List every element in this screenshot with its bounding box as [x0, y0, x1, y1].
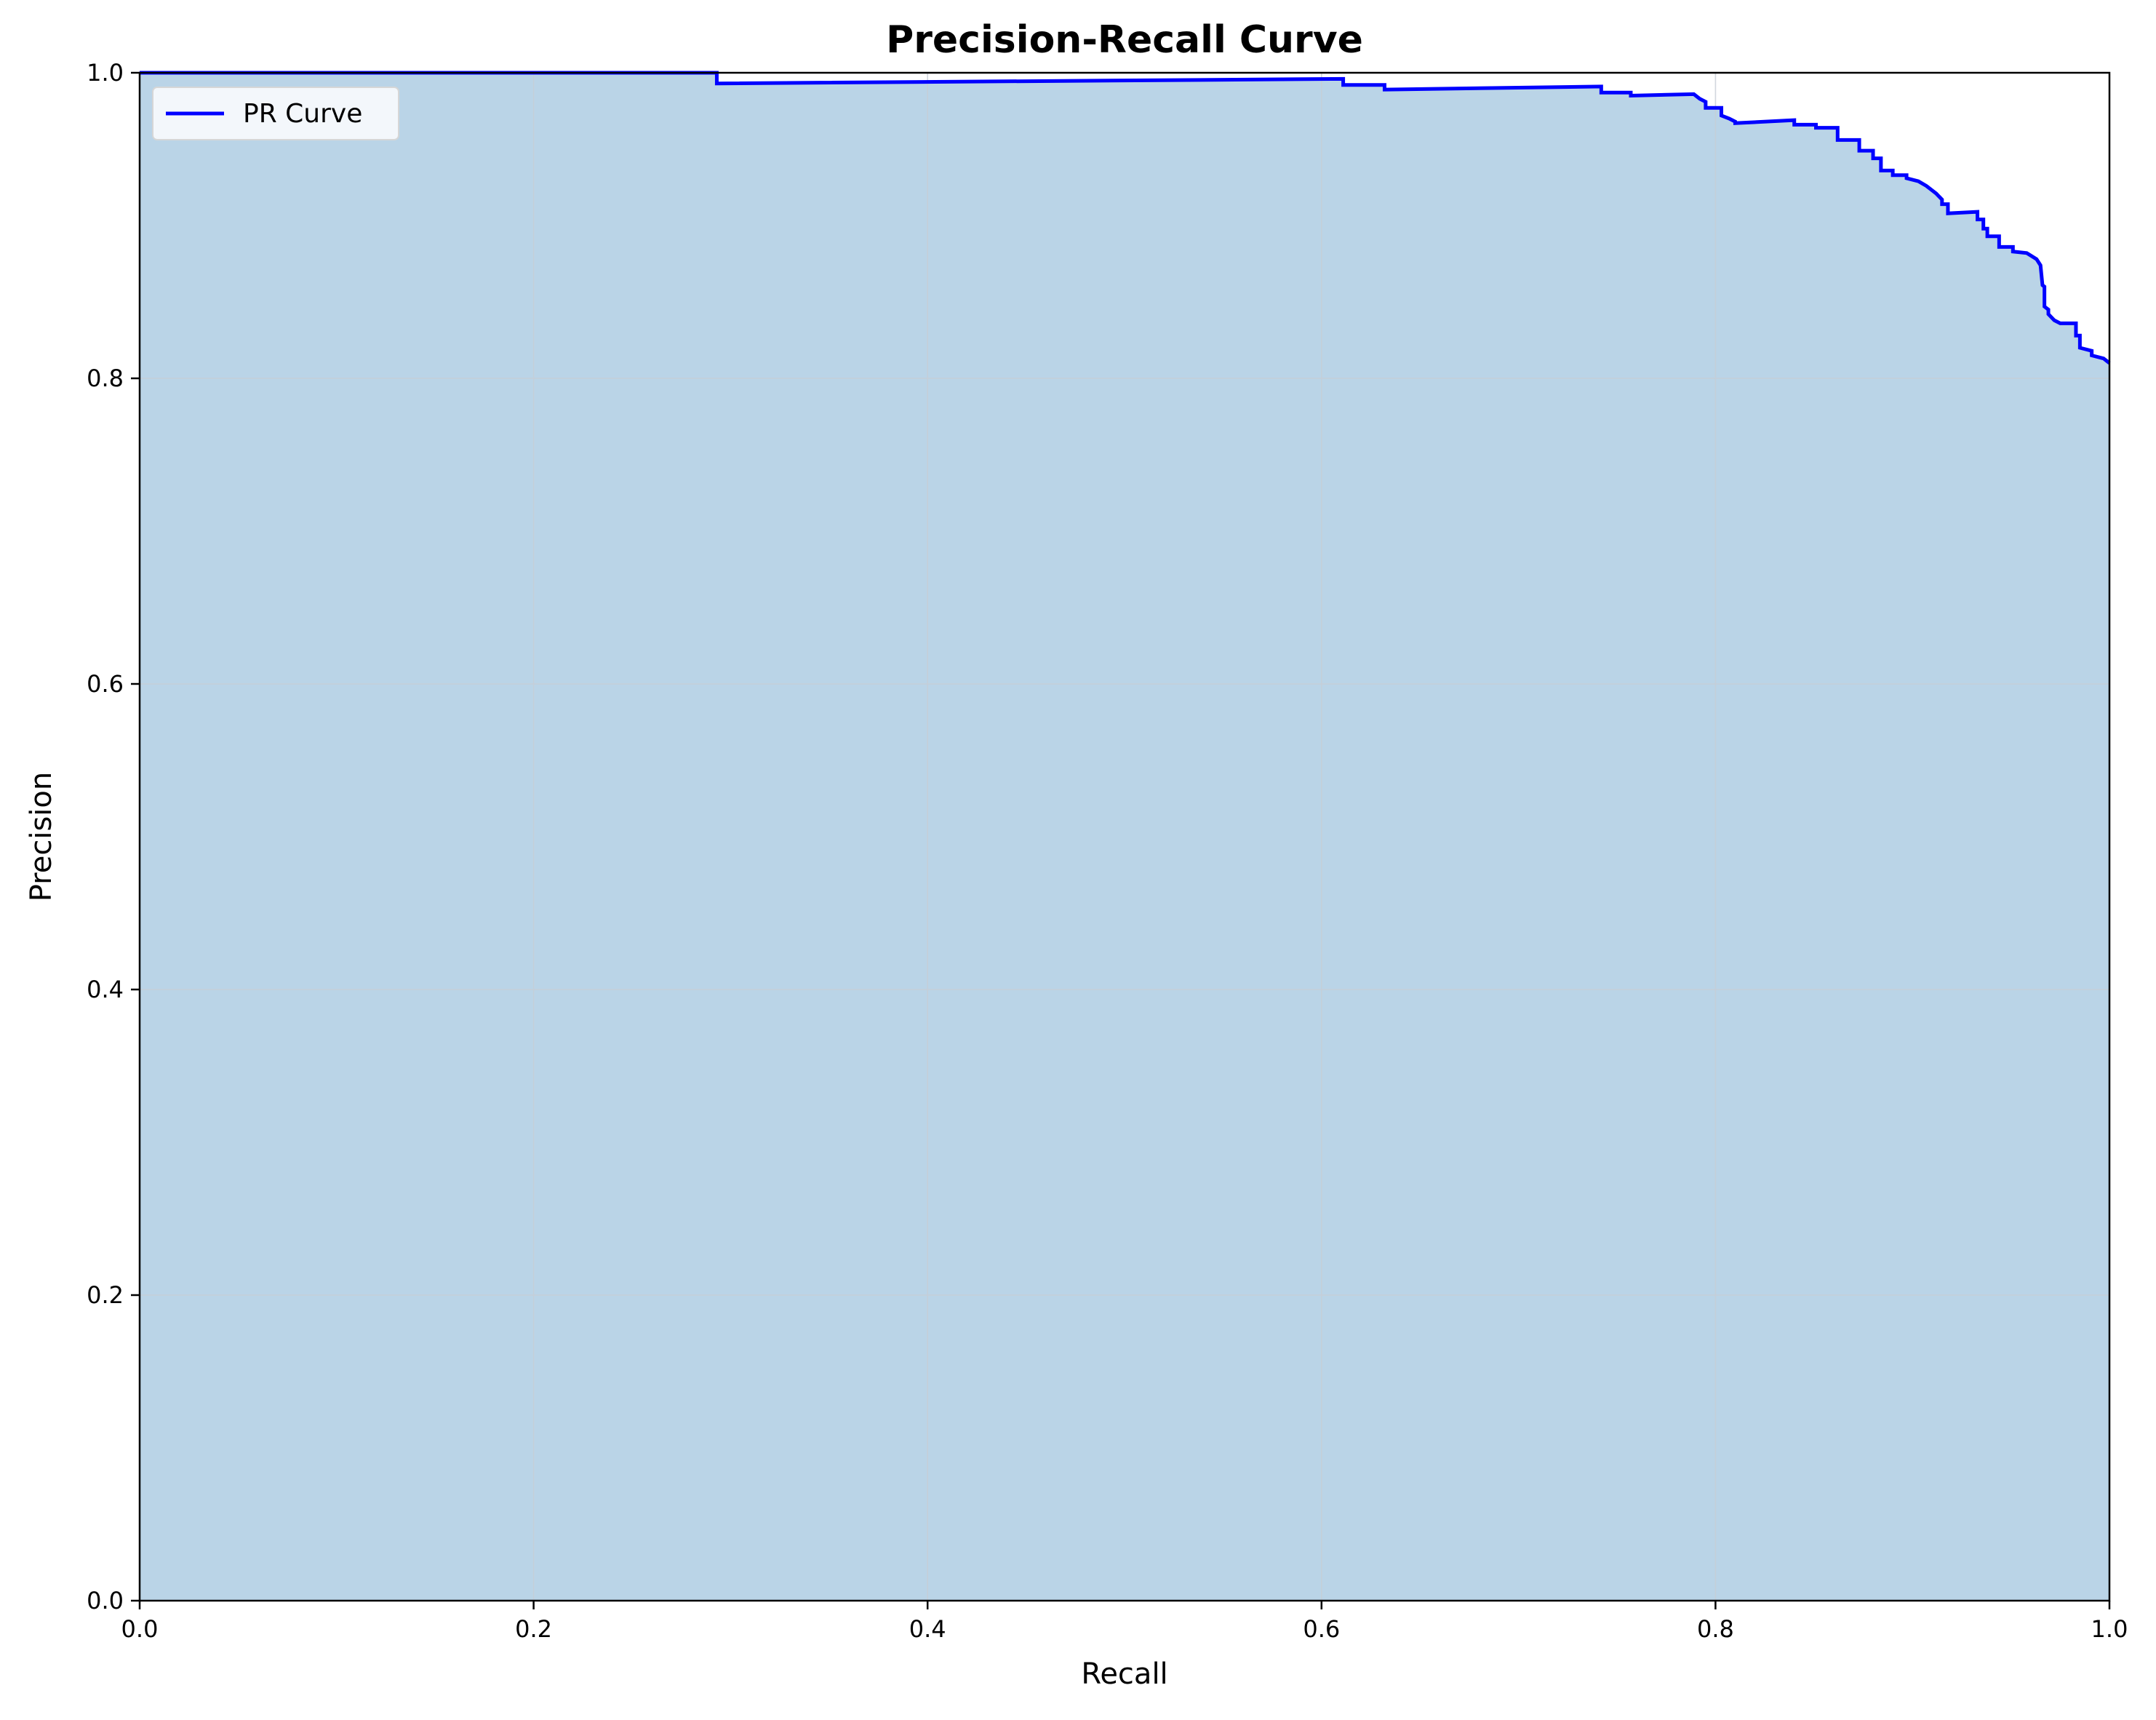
legend-label-pr-curve: PR Curve	[243, 99, 362, 129]
x-tick-label-3: 0.6	[1303, 1615, 1340, 1643]
y-tick-label-2: 0.4	[87, 976, 124, 1003]
chart-title: Precision-Recall Curve	[886, 18, 1363, 62]
legend: PR Curve	[153, 87, 399, 140]
x-tick-label-2: 0.4	[909, 1615, 946, 1643]
x-axis-label: Recall	[1081, 1657, 1167, 1691]
x-tick-label-5: 1.0	[2091, 1615, 2128, 1643]
x-tick-label-1: 0.2	[515, 1615, 552, 1643]
y-tick-label-1: 0.2	[87, 1281, 124, 1309]
x-tick-label-4: 0.8	[1697, 1615, 1734, 1643]
area-fill-0	[140, 73, 2109, 1601]
y-tick-label-0: 0.0	[87, 1587, 124, 1615]
y-axis-label: Precision	[25, 772, 58, 901]
y-tick-label-3: 0.6	[87, 670, 124, 698]
x-tick-label-0: 0.0	[121, 1615, 159, 1643]
y-tick-label-5: 1.0	[87, 59, 124, 87]
y-tick-label-4: 0.8	[87, 365, 124, 392]
series-layer	[140, 73, 2109, 1601]
